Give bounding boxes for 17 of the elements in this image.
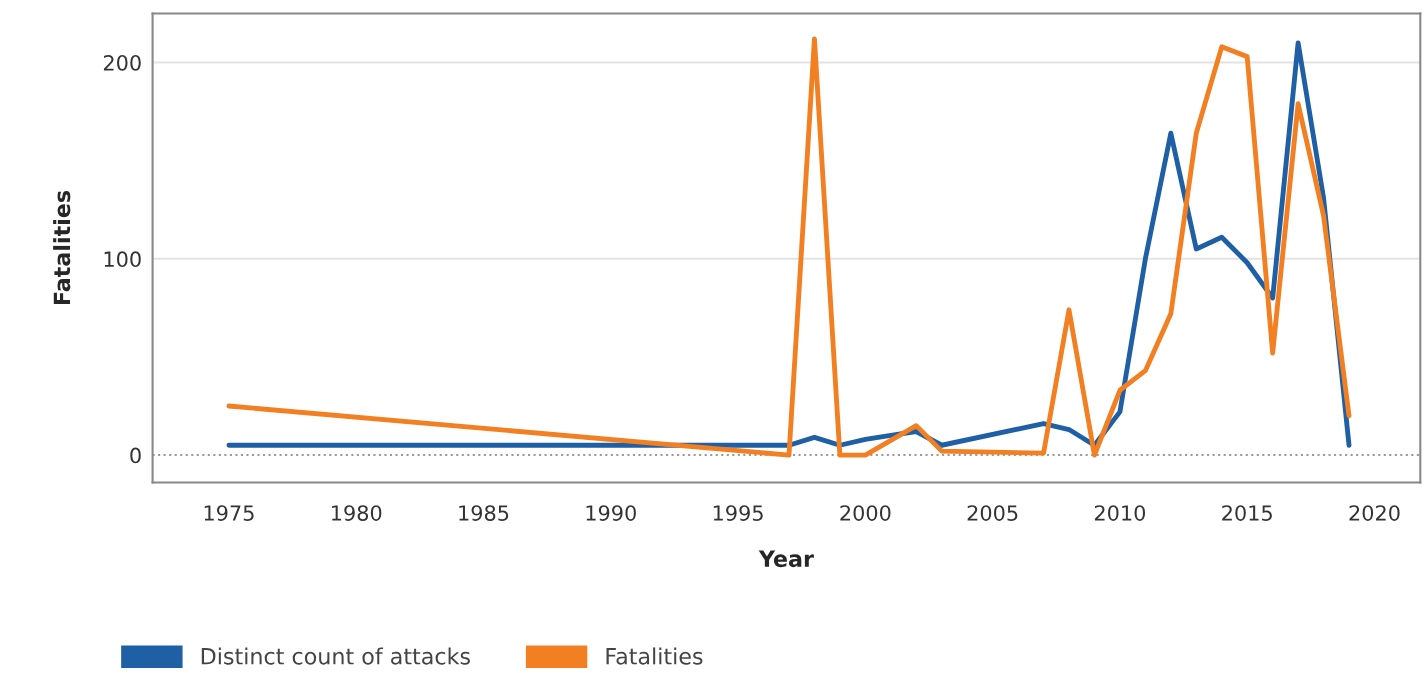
y-tick-label: 100 (104, 251, 141, 268)
y-tick-label: 0 (130, 447, 141, 464)
x-tick-label: 1975 (204, 505, 254, 521)
legend-label: Fatalities (606, 647, 703, 665)
x-tick-label: 2015 (1222, 505, 1272, 521)
x-tick-label: 1995 (713, 505, 763, 521)
x-axis-title: Year (758, 550, 814, 568)
x-tick-label: 1985 (459, 505, 509, 521)
legend-label: Distinct count of attacks (201, 647, 470, 665)
x-tick-label: 2010 (1094, 505, 1146, 521)
x-tick-label: 2005 (967, 505, 1018, 521)
y-axis-title: Fatalities (53, 190, 71, 305)
x-tick-label: 2000 (840, 505, 891, 521)
x-tick-label: 2020 (1349, 505, 1400, 521)
x-tick-label: 1990 (586, 505, 636, 521)
x-tick-label: 1980 (332, 505, 382, 521)
y-tick-label: 200 (103, 54, 141, 71)
